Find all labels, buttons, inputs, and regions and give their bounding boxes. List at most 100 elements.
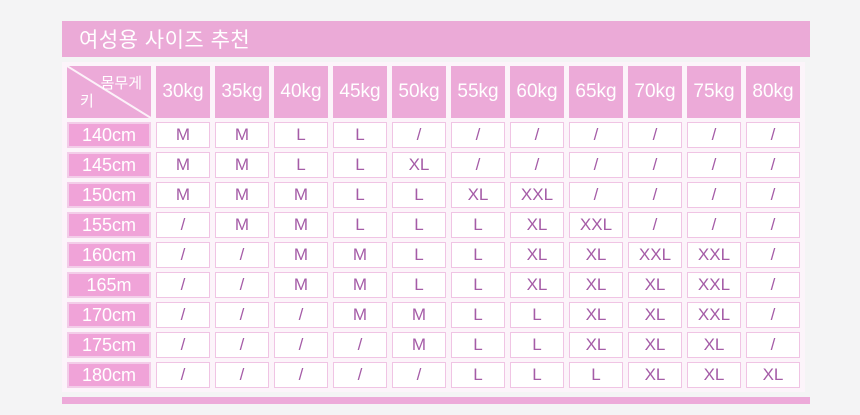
size-cell: / (628, 152, 682, 178)
size-cell: / (451, 122, 505, 148)
size-cell: M (215, 122, 269, 148)
size-cell: / (687, 152, 741, 178)
size-cell: M (274, 212, 328, 238)
size-cell: / (333, 362, 387, 388)
size-cell: / (215, 302, 269, 328)
size-cell: L (392, 272, 446, 298)
section-title-bar: 여성용 사이즈 추천 (62, 21, 810, 57)
size-cell: XL (451, 182, 505, 208)
size-cell: / (274, 332, 328, 358)
weight-header: 80kg (746, 66, 800, 118)
weight-header: 50kg (392, 66, 446, 118)
size-cell: / (156, 362, 210, 388)
size-cell: M (215, 212, 269, 238)
size-cell: M (215, 182, 269, 208)
size-cell: L (451, 212, 505, 238)
size-cell: XL (510, 272, 564, 298)
size-cell: / (687, 122, 741, 148)
size-cell: L (451, 272, 505, 298)
size-cell: / (274, 362, 328, 388)
table-row: 175cm / / / / M L L XL XL XL / (67, 332, 800, 358)
size-cell: L (451, 362, 505, 388)
diagonal-divider-line (67, 66, 151, 118)
size-cell: L (451, 242, 505, 268)
size-cell: M (156, 182, 210, 208)
size-cell: / (274, 302, 328, 328)
size-cell: / (628, 182, 682, 208)
size-cell: / (746, 182, 800, 208)
size-cell: XXL (687, 302, 741, 328)
weight-header: 40kg (274, 66, 328, 118)
size-cell: M (156, 122, 210, 148)
bottom-accent-bar (62, 397, 810, 404)
size-cell: L (510, 332, 564, 358)
corner-height-label: 키 (80, 93, 94, 110)
size-cell: L (392, 182, 446, 208)
size-cell: XL (746, 362, 800, 388)
height-label: 160cm (67, 242, 151, 268)
size-cell: M (392, 332, 446, 358)
table-row: 150cm M M M L L XL XXL / / / / (67, 182, 800, 208)
weight-header: 55kg (451, 66, 505, 118)
size-cell: / (215, 272, 269, 298)
weight-header: 30kg (156, 66, 210, 118)
size-cell: XL (510, 242, 564, 268)
size-cell: / (156, 242, 210, 268)
size-cell: XL (628, 332, 682, 358)
weight-header: 45kg (333, 66, 387, 118)
size-cell: XL (392, 152, 446, 178)
corner-weight-label: 몸무게 (100, 75, 142, 92)
size-cell: XL (628, 272, 682, 298)
size-cell: XL (569, 332, 623, 358)
size-cell: XL (687, 362, 741, 388)
size-cell: XXL (687, 272, 741, 298)
size-cell: XL (569, 302, 623, 328)
size-cell: / (746, 332, 800, 358)
size-cell: / (156, 212, 210, 238)
size-cell: L (510, 302, 564, 328)
size-cell: L (392, 212, 446, 238)
size-cell: M (274, 272, 328, 298)
size-cell: XXL (510, 182, 564, 208)
table-row: 155cm / M M L L L XL XXL / / / (67, 212, 800, 238)
size-cell: / (510, 152, 564, 178)
size-cell: L (274, 122, 328, 148)
size-table: 몸무게 키 30kg 35kg 40kg 45kg 50kg 55kg 60kg 65kg 70… (62, 62, 805, 392)
size-cell: XL (628, 362, 682, 388)
corner-cell: 몸무게 키 (67, 66, 151, 118)
size-cell: L (274, 152, 328, 178)
weight-header: 65kg (569, 66, 623, 118)
table-row: 160cm / / M M L L XL XL XXL XXL / (67, 242, 800, 268)
height-label: 165m (67, 272, 151, 298)
size-cell: / (746, 152, 800, 178)
height-label: 140cm (67, 122, 151, 148)
size-chart-section: 여성용 사이즈 추천 몸무게 키 30kg 35kg 40kg 45kg 50kg 55k… (62, 0, 810, 404)
size-cell: L (510, 362, 564, 388)
size-table-body: 140cm M M L L / / / / / //145cm M M L L XL / / / / //150cm M M… (67, 122, 800, 388)
size-cell: M (392, 302, 446, 328)
table-row: 180cm / / / / / L L L XL XL XL (67, 362, 800, 388)
size-cell: L (451, 332, 505, 358)
size-cell: L (392, 242, 446, 268)
height-label: 170cm (67, 302, 151, 328)
size-cell: M (274, 242, 328, 268)
size-cell: / (156, 272, 210, 298)
size-cell: XXL (687, 242, 741, 268)
size-cell: M (333, 242, 387, 268)
size-cell: / (569, 182, 623, 208)
size-cell: M (156, 152, 210, 178)
size-cell: L (333, 152, 387, 178)
height-label: 155cm (67, 212, 151, 238)
size-cell: XL (569, 272, 623, 298)
size-cell: / (451, 152, 505, 178)
size-cell: M (333, 302, 387, 328)
size-cell: L (333, 182, 387, 208)
weight-header: 60kg (510, 66, 564, 118)
height-label: 145cm (67, 152, 151, 178)
size-cell: L (451, 302, 505, 328)
table-row: 170cm / / / M M L L XL XL XXL / (67, 302, 800, 328)
size-cell: / (746, 272, 800, 298)
size-cell: / (746, 302, 800, 328)
height-label: 150cm (67, 182, 151, 208)
size-cell: / (569, 152, 623, 178)
